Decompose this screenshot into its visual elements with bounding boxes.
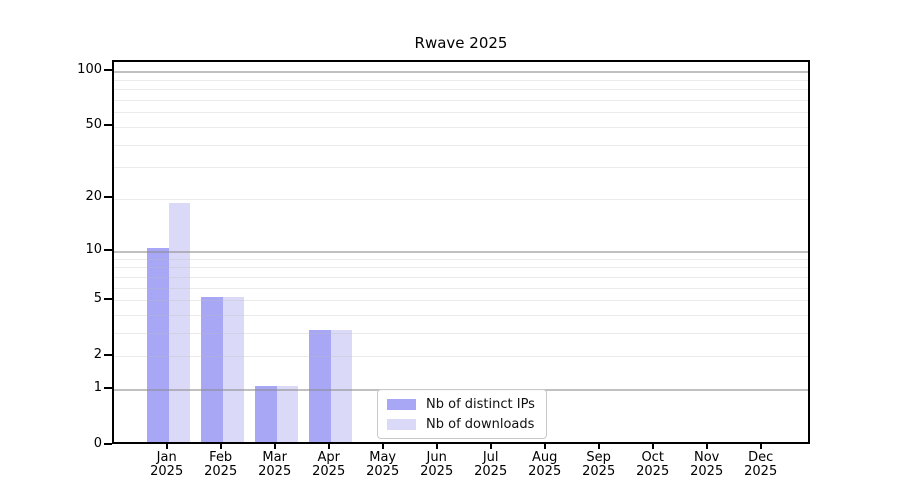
legend-label-downloads: Nb of downloads bbox=[426, 416, 535, 432]
y-tick-mark-5 bbox=[104, 297, 112, 300]
y-tick-label-10: 10 bbox=[85, 241, 102, 257]
legend-label-distinct-ips: Nb of distinct IPs bbox=[426, 397, 535, 413]
legend-swatch-downloads bbox=[387, 418, 416, 430]
bar-feb-ips bbox=[201, 296, 223, 442]
y-tick-label-5: 5 bbox=[93, 290, 102, 306]
y-tick-mark-10 bbox=[104, 248, 112, 251]
gridline-minor-8 bbox=[114, 267, 808, 269]
y-tick-mark-1 bbox=[104, 386, 112, 389]
y-tick-mark-2 bbox=[104, 353, 112, 356]
gridline-decade-10 bbox=[114, 250, 808, 253]
gridline-minor-60 bbox=[114, 112, 808, 114]
x-tick-label-aug: Aug 2025 bbox=[528, 450, 562, 479]
chart-title: Rwave 2025 bbox=[414, 34, 508, 52]
y-tick-label-50: 50 bbox=[85, 117, 102, 133]
gridline-minor-80 bbox=[114, 89, 808, 91]
gridline-minor-70 bbox=[114, 100, 808, 102]
plot-area bbox=[112, 60, 810, 444]
bar-feb-downloads bbox=[222, 296, 245, 442]
x-tick-label-jul: Jul 2025 bbox=[474, 450, 508, 479]
gridline-minor-6 bbox=[114, 287, 808, 289]
y-tick-label-100: 100 bbox=[77, 62, 102, 77]
bar-apr-downloads bbox=[330, 329, 353, 442]
x-tick-mark-jan bbox=[165, 443, 168, 449]
legend: Nb of distinct IPs Nb of downloads bbox=[377, 389, 547, 439]
x-tick-mark-may bbox=[381, 443, 384, 449]
y-tick-label-20: 20 bbox=[85, 189, 102, 205]
x-tick-mark-mar bbox=[273, 443, 276, 449]
x-tick-mark-jun bbox=[435, 443, 438, 449]
gridline-minor-50 bbox=[114, 126, 808, 128]
x-tick-mark-apr bbox=[327, 443, 330, 449]
x-tick-label-feb: Feb 2025 bbox=[204, 450, 238, 479]
x-tick-label-oct: Oct 2025 bbox=[636, 450, 670, 479]
gridline-minor-30 bbox=[114, 167, 808, 169]
gridline-decade-100 bbox=[114, 71, 808, 73]
bar-mar-downloads bbox=[276, 385, 299, 442]
x-tick-label-jun: Jun 2025 bbox=[420, 450, 454, 479]
gridline-minor-90 bbox=[114, 79, 808, 81]
gridline-minor-9 bbox=[114, 258, 808, 260]
y-tick-label-0: 0 bbox=[93, 436, 102, 451]
legend-entry-downloads: Nb of downloads bbox=[387, 417, 537, 432]
x-tick-mark-nov bbox=[705, 443, 708, 449]
y-tick-mark-100 bbox=[104, 69, 112, 71]
x-tick-label-apr: Apr 2025 bbox=[312, 450, 346, 479]
x-tick-label-sep: Sep 2025 bbox=[582, 450, 616, 479]
y-tick-mark-0 bbox=[104, 443, 112, 445]
y-tick-mark-50 bbox=[104, 124, 112, 127]
gridline-minor-40 bbox=[114, 144, 808, 146]
bar-jan-downloads bbox=[168, 203, 191, 442]
x-tick-label-jan: Jan 2025 bbox=[150, 450, 184, 479]
bar-jan-ips bbox=[147, 247, 169, 442]
legend-entry-distinct-ips: Nb of distinct IPs bbox=[387, 397, 537, 412]
x-tick-mark-feb bbox=[219, 443, 222, 449]
x-tick-mark-aug bbox=[543, 443, 546, 449]
x-tick-mark-oct bbox=[651, 443, 654, 449]
x-tick-mark-jul bbox=[489, 443, 492, 449]
x-tick-label-dec: Dec 2025 bbox=[744, 450, 778, 479]
gridline-minor-20 bbox=[114, 198, 808, 200]
x-tick-label-nov: Nov 2025 bbox=[690, 450, 724, 479]
x-tick-label-may: May 2025 bbox=[366, 450, 400, 479]
gridline-minor-7 bbox=[114, 276, 808, 278]
bar-apr-ips bbox=[309, 329, 331, 442]
y-tick-mark-20 bbox=[104, 196, 112, 199]
x-tick-mark-sep bbox=[597, 443, 600, 449]
bar-mar-ips bbox=[255, 385, 277, 442]
legend-swatch-distinct-ips bbox=[387, 399, 416, 411]
x-tick-label-mar: Mar 2025 bbox=[258, 450, 292, 479]
y-tick-label-2: 2 bbox=[93, 346, 102, 362]
x-tick-mark-dec bbox=[759, 443, 762, 449]
y-tick-label-1: 1 bbox=[93, 379, 102, 395]
